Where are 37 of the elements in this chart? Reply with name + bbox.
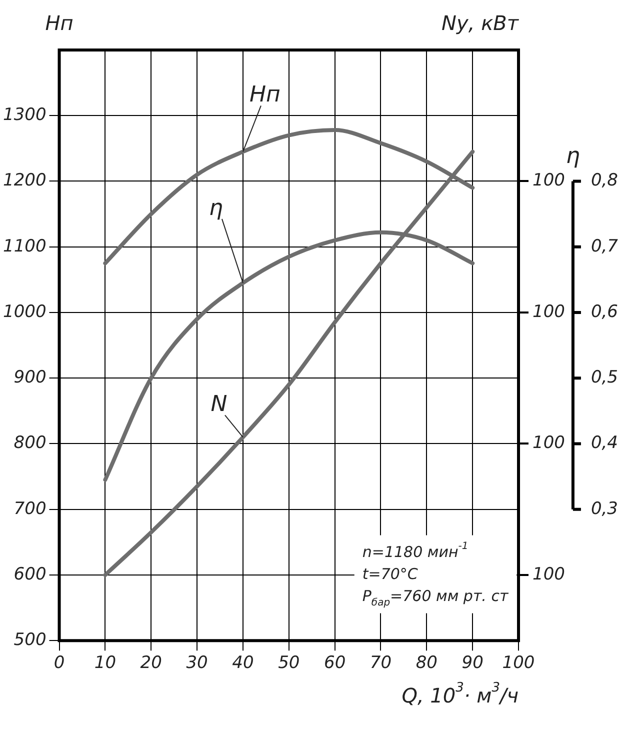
y-tick-label: 800: [14, 433, 46, 454]
y3-tick-label: 0,4: [590, 433, 618, 454]
y-tick-label: 600: [14, 564, 46, 584]
y-tick-label: 1100: [3, 236, 46, 256]
y2-axis-title: Nу, кВт: [442, 11, 520, 35]
y-tick-label: 900: [14, 368, 46, 388]
category-label: 100: [532, 433, 565, 454]
x-tick-label: 60: [324, 653, 346, 674]
x-tick-label: 0: [54, 653, 65, 674]
x-tick-label: 90: [462, 653, 484, 674]
x-tick-label: 40: [232, 653, 254, 674]
x-tick-label: 80: [416, 653, 438, 674]
text: η: [208, 196, 223, 221]
x-tick-label: 50: [278, 653, 300, 674]
category-label: 100: [532, 170, 565, 191]
y3-tick-label: 0,5: [590, 368, 618, 388]
x-tick-label: 20: [140, 653, 162, 674]
x-tick-label: 30: [186, 653, 208, 674]
y-tick-label: 1300: [3, 105, 46, 126]
y-tick-label: 500: [14, 630, 46, 650]
series-label: Hп: [250, 82, 280, 108]
y-tick-label: 1200: [3, 170, 46, 191]
y3-axis-title: η: [566, 144, 580, 170]
annotation: t=70°C: [362, 565, 418, 584]
y-tick-label: 1000: [3, 302, 46, 322]
y-tick-label: 700: [14, 498, 46, 519]
x-tick-label: 10: [94, 653, 116, 674]
y3-tick-label: 0,7: [590, 236, 618, 256]
y3-tick-label: 0,3: [590, 498, 618, 519]
x-tick-label: 100: [502, 653, 535, 674]
y3-tick-label: 0,6: [590, 302, 618, 322]
series-label: N: [210, 392, 228, 418]
category-label: 100: [532, 564, 565, 584]
y3-tick-label: 0,8: [590, 170, 618, 191]
x-tick-label: 70: [370, 653, 392, 674]
category-label: 100: [532, 302, 565, 322]
y-axis-title: Hп: [45, 11, 74, 35]
